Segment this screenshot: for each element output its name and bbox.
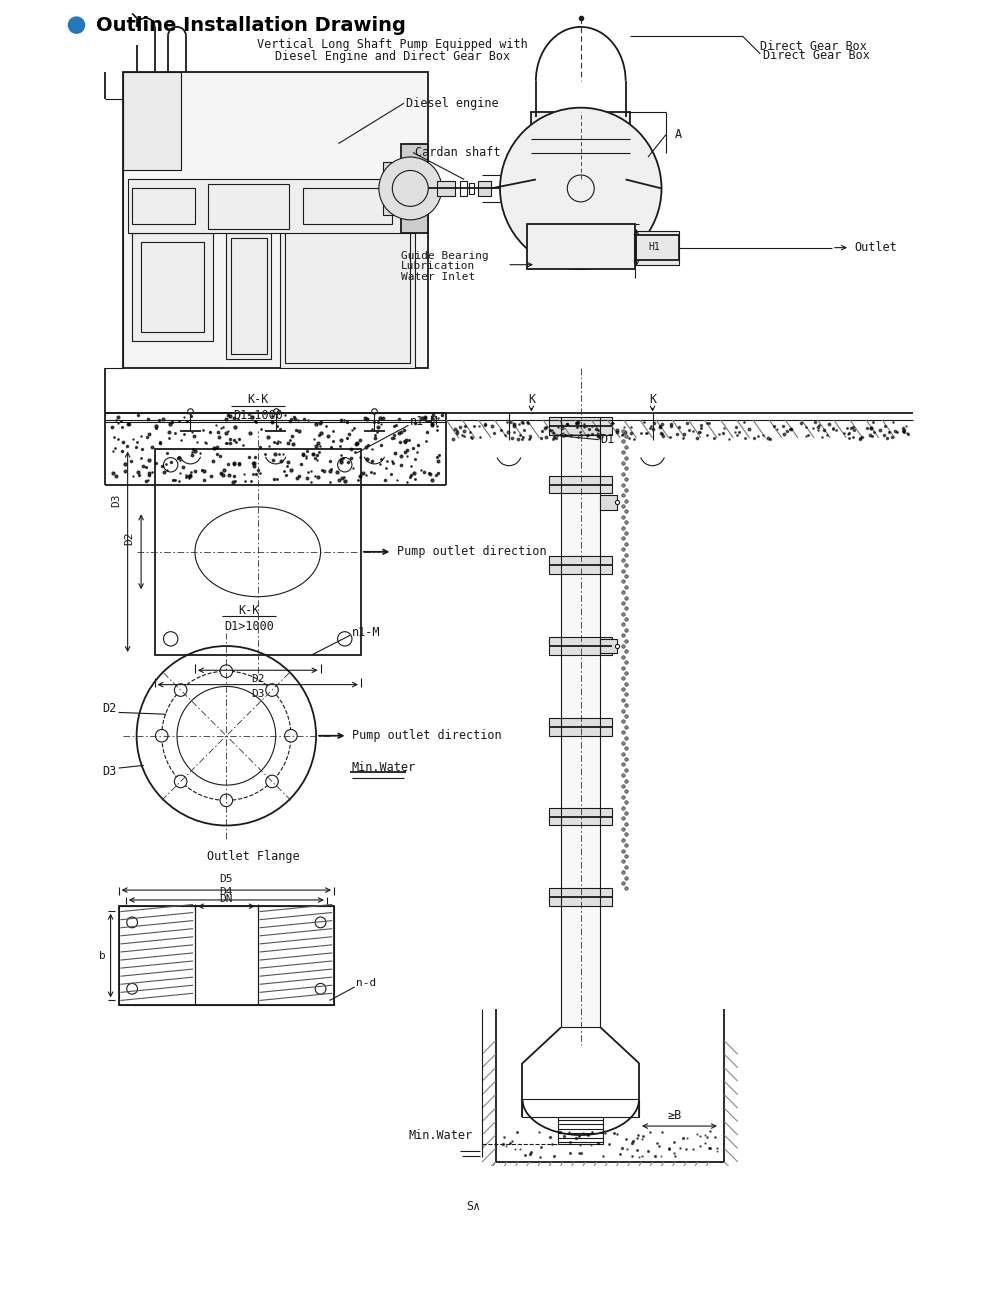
Text: Pump outlet direction: Pump outlet direction [397, 545, 546, 558]
Bar [280, 225, 415, 368]
Text: b: b [99, 950, 106, 961]
Text: Outlet: Outlet [854, 240, 897, 254]
Bar [401, 143, 428, 233]
Bar [600, 638, 617, 653]
Text: S∧: S∧ [466, 1200, 480, 1213]
Text: D3: D3 [251, 689, 264, 698]
Text: D2: D2 [103, 702, 117, 715]
Text: Direct Gear Box: Direct Gear Box [760, 40, 867, 53]
Circle shape [127, 983, 138, 994]
Bar [155, 448, 361, 655]
Text: n1-M: n1-M [410, 415, 439, 428]
Bar [549, 637, 612, 655]
Text: K: K [528, 393, 535, 406]
Text: Guide Bearing: Guide Bearing [401, 251, 489, 261]
Text: A: A [675, 129, 682, 142]
Text: Outline Installation Drawing: Outline Installation Drawing [96, 16, 406, 35]
Bar [549, 888, 612, 906]
Text: D1>1000: D1>1000 [224, 620, 274, 633]
Text: n1-M: n1-M [352, 627, 380, 640]
Bar [549, 556, 612, 575]
Text: Vertical Long Shaft Pump Equipped with: Vertical Long Shaft Pump Equipped with [257, 39, 528, 52]
Circle shape [164, 458, 178, 472]
Text: D2: D2 [124, 532, 134, 545]
Bar [478, 181, 491, 195]
Text: D3: D3 [103, 766, 117, 779]
Bar [558, 1117, 603, 1144]
Text: Diesel engine: Diesel engine [406, 96, 498, 109]
Text: n-d: n-d [356, 978, 377, 988]
Text: Min.Water: Min.Water [409, 1128, 473, 1141]
Circle shape [266, 775, 278, 788]
Text: Diesel Engine and Direct Gear Box: Diesel Engine and Direct Gear Box [275, 49, 510, 62]
Bar [561, 421, 600, 1027]
Bar [285, 229, 410, 364]
Bar [123, 72, 181, 170]
Bar [208, 183, 289, 229]
Bar [119, 906, 334, 1005]
Bar [635, 235, 679, 260]
Circle shape [315, 916, 326, 928]
Circle shape [315, 983, 326, 994]
Bar [258, 906, 334, 1005]
Circle shape [266, 684, 278, 697]
Bar [303, 188, 392, 225]
Circle shape [155, 729, 168, 742]
Text: K-K: K-K [238, 603, 259, 616]
Text: D4: D4 [220, 887, 233, 897]
Circle shape [338, 632, 352, 646]
Text: Water Inlet: Water Inlet [401, 272, 476, 282]
Bar [469, 183, 474, 194]
Bar [600, 495, 617, 510]
Text: D1≤1000: D1≤1000 [233, 410, 283, 422]
Bar [132, 188, 195, 225]
Text: Direct Gear Box: Direct Gear Box [763, 49, 870, 62]
Text: H1: H1 [648, 242, 660, 252]
Bar [549, 718, 612, 736]
Bar [545, 121, 617, 170]
Bar [437, 181, 455, 195]
Circle shape [220, 664, 233, 677]
Bar [527, 225, 635, 269]
Circle shape [127, 916, 138, 928]
Bar [123, 72, 428, 368]
Bar [119, 906, 195, 1005]
Bar [549, 807, 612, 826]
Bar [226, 233, 271, 359]
Text: K-K: K-K [247, 393, 268, 406]
Text: K: K [649, 393, 656, 406]
Bar [460, 181, 467, 195]
Circle shape [379, 157, 442, 220]
Bar [522, 1100, 639, 1117]
Bar [231, 238, 267, 355]
Bar [132, 233, 213, 341]
Text: ≥B: ≥B [668, 1109, 682, 1122]
Text: Outlet Flange: Outlet Flange [207, 850, 300, 863]
Circle shape [338, 458, 352, 472]
Text: Pump outlet direction: Pump outlet direction [352, 729, 502, 742]
Bar [549, 476, 612, 494]
Bar [635, 230, 679, 265]
Circle shape [500, 108, 662, 269]
Bar [128, 179, 415, 233]
Text: Min.Water: Min.Water [352, 760, 416, 774]
Text: Cardan shaft: Cardan shaft [415, 146, 500, 159]
Circle shape [285, 729, 297, 742]
Circle shape [164, 632, 178, 646]
Circle shape [174, 775, 187, 788]
Circle shape [174, 684, 187, 697]
Bar [195, 906, 258, 1005]
Circle shape [220, 794, 233, 806]
Bar [531, 112, 630, 179]
Circle shape [68, 17, 85, 34]
Text: D3: D3 [111, 494, 121, 507]
Text: D5: D5 [220, 875, 233, 884]
Text: Lubrication: Lubrication [401, 261, 476, 272]
Text: D2: D2 [251, 675, 264, 684]
Bar [141, 242, 204, 332]
Bar [383, 161, 419, 216]
Text: D1: D1 [601, 433, 615, 446]
Bar [549, 417, 612, 436]
Text: DN: DN [220, 894, 233, 904]
